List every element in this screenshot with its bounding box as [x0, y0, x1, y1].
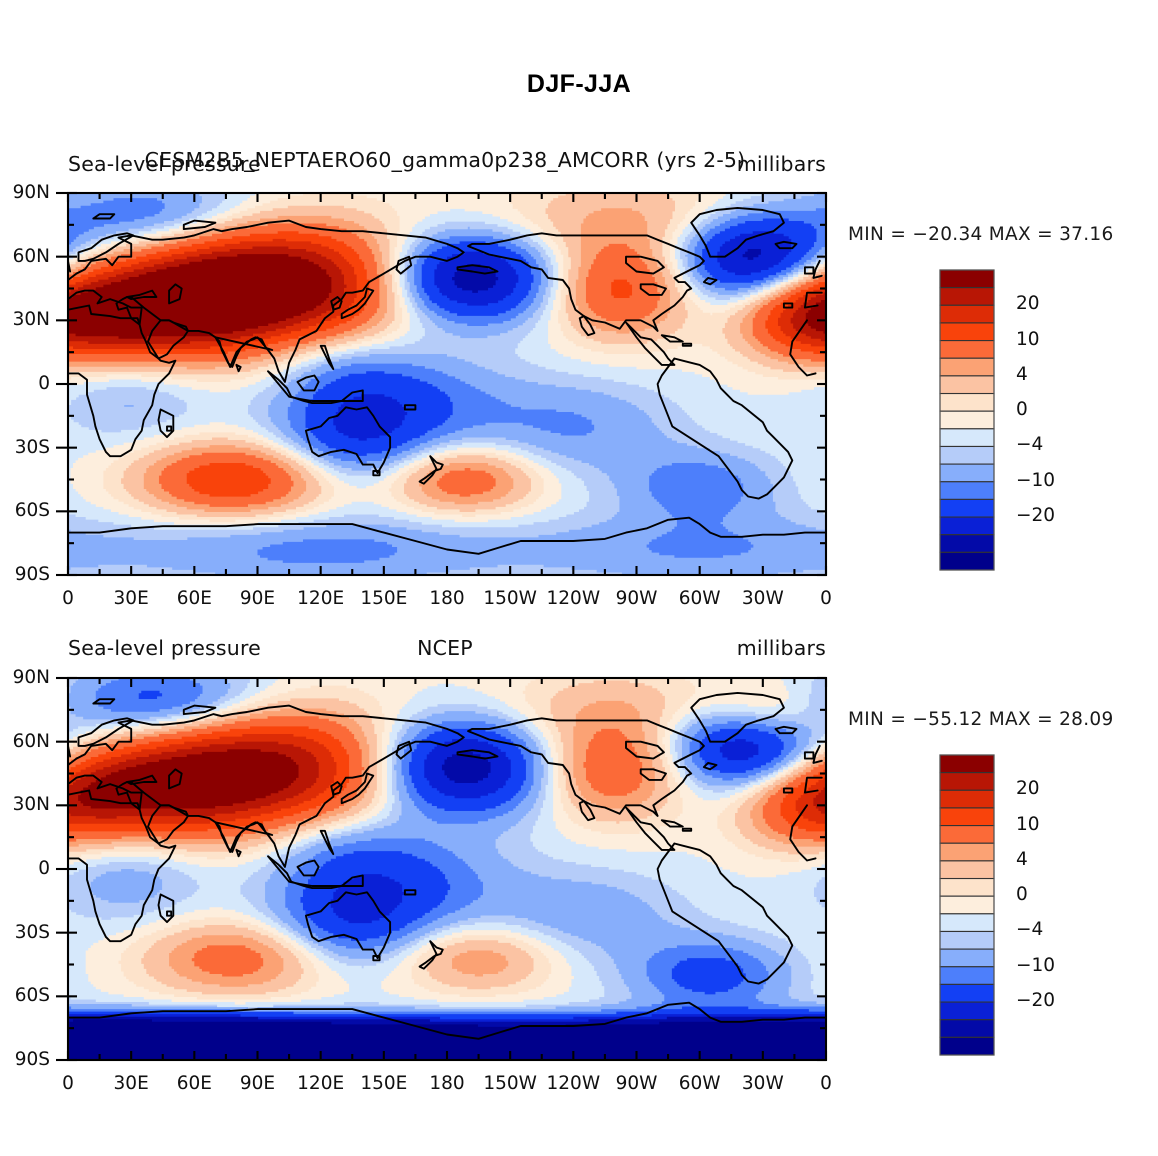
colorbar-tick-label: 0 [1016, 399, 1028, 421]
x-axis-label: 0 [820, 588, 832, 609]
x-axis-label: 0 [820, 1073, 832, 1094]
x-axis-label: 180 [429, 1073, 465, 1094]
colorbar-tick-label: −4 [1016, 434, 1044, 456]
colorbar-tick-label: −20 [1016, 990, 1056, 1012]
x-axis-label: 30E [113, 1073, 149, 1094]
colorbar-tick-label: −4 [1016, 919, 1044, 941]
colorbar-tick-label: 10 [1016, 813, 1040, 835]
panel-model-minmax: MIN = −20.34 MAX = 37.16 [848, 224, 1114, 245]
panel-ncep-map [56, 676, 828, 1062]
colorbar-tick-label: 20 [1016, 778, 1040, 800]
y-axis-label: 30S [14, 921, 50, 943]
x-axis-label: 90W [615, 588, 658, 609]
x-axis-label: 30W [741, 588, 784, 609]
x-axis-label: 90E [239, 1073, 276, 1094]
y-axis-label: 30S [14, 436, 50, 458]
colorbar-tick-label: 0 [1016, 884, 1028, 906]
x-axis-label: 30E [113, 588, 149, 609]
panel-ncep-minmax: MIN = −55.12 MAX = 28.09 [848, 709, 1114, 730]
panel-model-map [56, 191, 828, 577]
y-axis-label: 0 [38, 373, 50, 394]
x-axis-label: 180 [429, 588, 465, 609]
page-title: DJF-JJA [526, 70, 632, 98]
panel-model-colorbar [939, 269, 995, 571]
x-axis-label: 150E [360, 1073, 408, 1094]
y-axis-label: 90N [12, 667, 50, 688]
panel-model-header-center: CESM2B5_NEPTAERO60_gamma0p238_AMCORR (yr… [144, 148, 746, 172]
x-axis-label: 60W [678, 588, 721, 609]
x-axis-label: 30W [741, 1073, 784, 1094]
y-axis-label: 30N [12, 794, 50, 816]
y-axis-label: 30N [12, 309, 50, 331]
x-axis-label: 60W [678, 1073, 721, 1094]
panel-ncep-header-center: NCEP [417, 636, 473, 660]
x-axis-label: 120W [546, 588, 601, 609]
y-axis-label: 90N [12, 182, 50, 203]
x-axis-label: 120E [297, 588, 345, 609]
colorbar-tick-label: 20 [1016, 293, 1040, 315]
x-axis-label: 90E [239, 588, 276, 609]
colorbar-tick-label: 10 [1016, 328, 1040, 350]
x-axis-label: 150W [483, 588, 537, 609]
panel-model-header-left: Sea-level pressure [68, 152, 261, 176]
colorbar-tick-label: 4 [1016, 363, 1028, 385]
x-axis-label: 0 [62, 588, 74, 609]
x-axis-label: 0 [62, 1073, 74, 1094]
y-axis-label: 60N [12, 730, 50, 752]
y-axis-label: 60S [14, 985, 50, 1007]
x-axis-label: 60E [176, 588, 212, 609]
y-axis-label: 90S [14, 564, 50, 585]
y-axis-label: 60N [12, 245, 50, 267]
colorbar-tick-label: −10 [1016, 954, 1056, 976]
panel-ncep-colorbar [939, 754, 995, 1056]
y-axis-label: 60S [14, 500, 50, 522]
colorbar-tick-label: 4 [1016, 848, 1028, 870]
x-axis-label: 60E [176, 1073, 212, 1094]
y-axis-label: 0 [38, 858, 50, 879]
x-axis-label: 120E [297, 1073, 345, 1094]
x-axis-label: 120W [546, 1073, 601, 1094]
x-axis-label: 150E [360, 588, 408, 609]
colorbar-tick-label: −10 [1016, 469, 1056, 491]
colorbar-tick-label: −20 [1016, 505, 1056, 527]
panel-model-header-right: millibars [736, 152, 826, 176]
x-axis-label: 150W [483, 1073, 537, 1094]
y-axis-label: 90S [14, 1049, 50, 1070]
panel-ncep-header-right: millibars [736, 636, 826, 660]
x-axis-label: 90W [615, 1073, 658, 1094]
panel-ncep-header-left: Sea-level pressure [68, 636, 261, 660]
